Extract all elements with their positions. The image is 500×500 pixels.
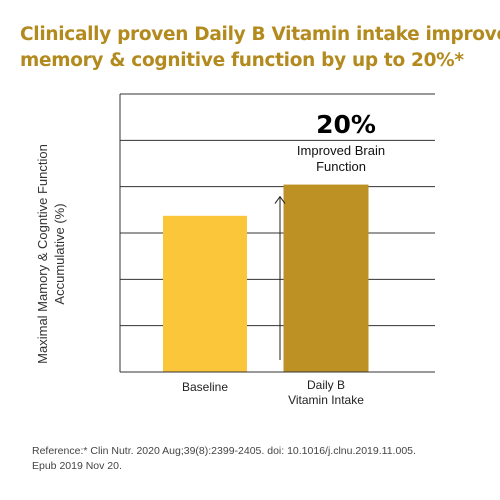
headline: Clinically proven Daily B Vitamin intake… xyxy=(20,22,500,74)
arrow-up-icon xyxy=(274,195,286,204)
headline-line-1: Clinically proven Daily B Vitamin intake… xyxy=(20,24,500,45)
y-axis-label-line-2: Accumulative (%) xyxy=(52,203,67,305)
annotation-label-line-1: Improved Brain xyxy=(296,143,386,158)
reference-note: Reference:* Clin Nutr. 2020 Aug;39(8):23… xyxy=(32,444,494,474)
bar-baseline xyxy=(163,215,247,372)
y-axis-label-line-1: Maximal Mamory & Cogntive Function xyxy=(35,144,50,364)
reference-line-2: Epub 2019 Nov 20. xyxy=(32,460,122,472)
headline-line-2: memory & cognitive function by up to 20%… xyxy=(20,50,464,71)
y-axis-label: Maximal Mamory & Cogntive Function Accum… xyxy=(34,124,74,384)
reference-line-1: Reference:* Clin Nutr. 2020 Aug;39(8):23… xyxy=(32,445,416,457)
annotation-label: Improved Brain Function xyxy=(266,143,416,175)
bar-daily-b-vitamin-intake xyxy=(283,184,369,372)
annotation-label-line-2: Function xyxy=(316,159,366,174)
category-label-daily-b-line-1: Daily B xyxy=(306,378,345,392)
category-label-daily-b: Daily B Vitamin Intake xyxy=(266,378,386,408)
annotation-percent: 20% xyxy=(316,110,376,139)
category-label-baseline-line-1: Baseline xyxy=(181,380,229,394)
category-label-daily-b-line-2: Vitamin Intake xyxy=(288,393,364,407)
category-label-baseline: Baseline xyxy=(155,380,255,395)
